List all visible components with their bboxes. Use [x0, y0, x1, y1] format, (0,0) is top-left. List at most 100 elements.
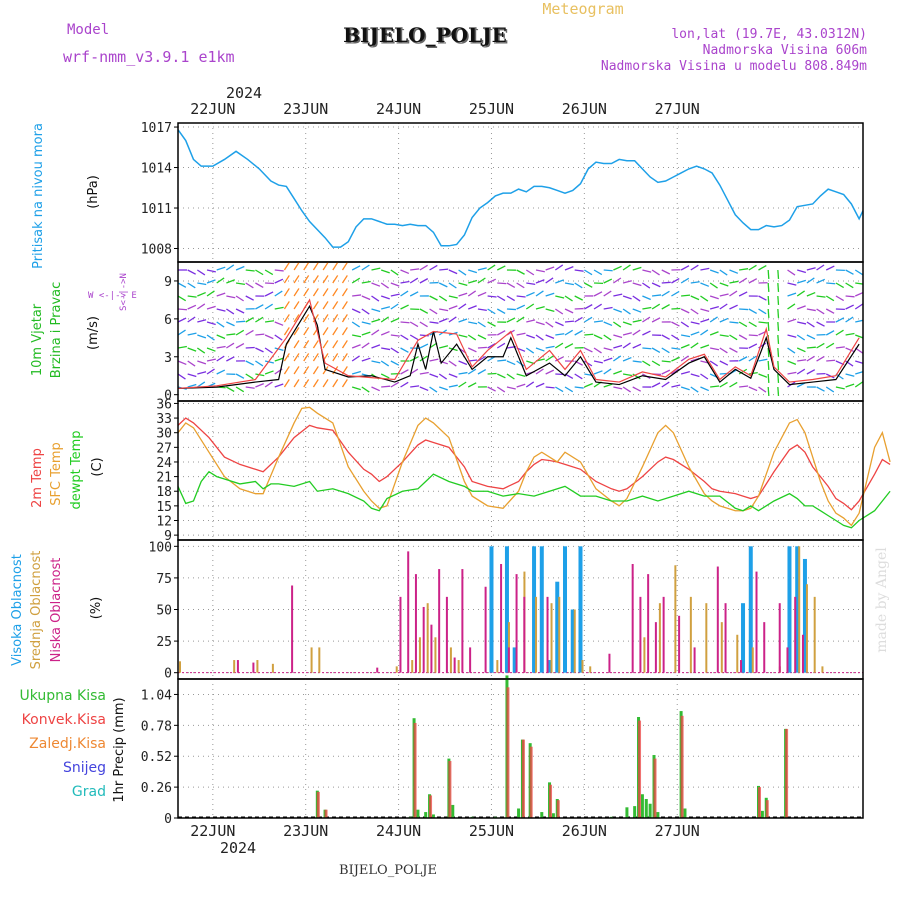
wind-arrow [255, 304, 264, 310]
wind-arrow [312, 262, 319, 271]
wind-arrow [642, 269, 652, 273]
wind-arrow [487, 264, 496, 271]
wind-arrow [400, 381, 409, 388]
wind-arrow [593, 320, 604, 323]
cloud-mid-bar [573, 609, 576, 673]
model-altitude: Nadmorska Visina u modelu 808.849m [601, 59, 867, 74]
wind-arrow [603, 321, 613, 327]
wind-arrow [796, 347, 806, 353]
pressure-unit: (hPa) [86, 175, 101, 209]
cloud-low-bar [507, 647, 510, 673]
wind-arrow [361, 280, 371, 284]
bottom-day-label: 25JUN [469, 822, 514, 840]
y-tick-label: 1014 [141, 162, 172, 177]
wind-arrow [564, 295, 573, 302]
wind-arrow [438, 282, 448, 288]
wind-arrow [196, 347, 206, 354]
wind-arrow [197, 319, 207, 323]
y-tick-label: 18 [156, 485, 172, 500]
wind-arrow [564, 308, 574, 314]
cloud-mid-bar [411, 660, 414, 673]
wind-arrow [642, 316, 651, 323]
wind-arrow [719, 293, 729, 297]
wind-arrow [806, 334, 816, 340]
year-bottom: 2024 [220, 839, 256, 857]
cloud-mid-bar [813, 596, 816, 673]
wind-arrow [652, 294, 662, 297]
wind-arrow [371, 308, 381, 313]
wind-arrow [690, 373, 700, 378]
bottom-day-label: 23JUN [283, 822, 328, 840]
wind-arrow [206, 334, 215, 341]
wind-arrow [613, 308, 623, 313]
wind-arrow [467, 382, 477, 388]
wind-arrow [642, 330, 651, 336]
wind-arrow [332, 327, 339, 336]
wind-arrow [506, 308, 516, 311]
cloud-low-bar [693, 647, 696, 673]
wind-arrow [496, 295, 506, 302]
top-day-label: 27JUN [655, 100, 700, 118]
wind-arrow [448, 316, 457, 323]
wind-arrow [458, 381, 467, 388]
precip-conv-bar [448, 760, 452, 818]
wind-arrow [603, 290, 612, 297]
wind-arrow [274, 357, 284, 362]
wind-arrow [448, 282, 457, 289]
wind-arrow [661, 269, 671, 275]
wind-arrow [332, 340, 339, 349]
top-day-labels: 22JUN 23JUN 24JUN 25JUN 26JUN 27JUN [190, 100, 700, 118]
wind-arrow [651, 347, 661, 354]
wind-arrow [632, 360, 642, 363]
wind-arrow [496, 342, 506, 349]
precip-conv-bar [521, 739, 525, 818]
wind-arrow [409, 334, 419, 341]
wind-arrow [748, 355, 757, 362]
wind-arrow [506, 317, 516, 323]
wind-arrow [555, 279, 565, 284]
wind-arrow [545, 386, 555, 389]
wind-arrow [806, 267, 816, 271]
wind-arrow [312, 288, 319, 297]
wind-arrow [332, 379, 339, 388]
wind-arrow [506, 360, 516, 366]
y-tick-label: 1008 [141, 243, 172, 258]
wind-arrow [516, 373, 526, 378]
wind-arrow [390, 381, 399, 388]
wind-arrow [671, 347, 681, 350]
wind-arrow [787, 282, 797, 286]
wind-arrow [274, 321, 284, 326]
wind-arrow [671, 368, 680, 375]
wind-arrow [187, 383, 197, 388]
wind-arrow [845, 295, 855, 298]
wind-arrow [235, 282, 246, 286]
wind-arrow [438, 373, 448, 380]
wind-arrow [361, 357, 371, 362]
wind-arrow [477, 291, 487, 297]
wind-arrow [777, 295, 780, 306]
wind-arrow [700, 267, 710, 271]
wind-arrow [438, 295, 448, 302]
wind-arrow [448, 295, 458, 299]
wind-arrow [439, 386, 448, 391]
cloud-low-bar [430, 624, 433, 673]
wind-arrow [535, 305, 545, 310]
wind-arrow [332, 314, 339, 323]
wind-arrow [632, 386, 642, 392]
wind-arrow [748, 343, 758, 349]
wind-arrow [574, 282, 583, 289]
wind-arrow [690, 342, 699, 349]
panel-precip: 0 0.26 0.52 0.78 1.04 [141, 675, 864, 827]
wind-arrow [390, 293, 400, 297]
cloud-mid-bar [395, 666, 398, 673]
cloud-mid-bar [689, 596, 692, 673]
wind-arrow [361, 308, 370, 315]
wind-arrow [777, 321, 780, 332]
wind-arrow [758, 308, 767, 315]
wind-arrow [854, 269, 863, 276]
wind-arrow [603, 334, 612, 341]
precip-conv-bar [556, 800, 560, 818]
wind-arrow [613, 355, 622, 362]
wind-arrow [622, 295, 632, 300]
wind-arrow [264, 347, 273, 354]
